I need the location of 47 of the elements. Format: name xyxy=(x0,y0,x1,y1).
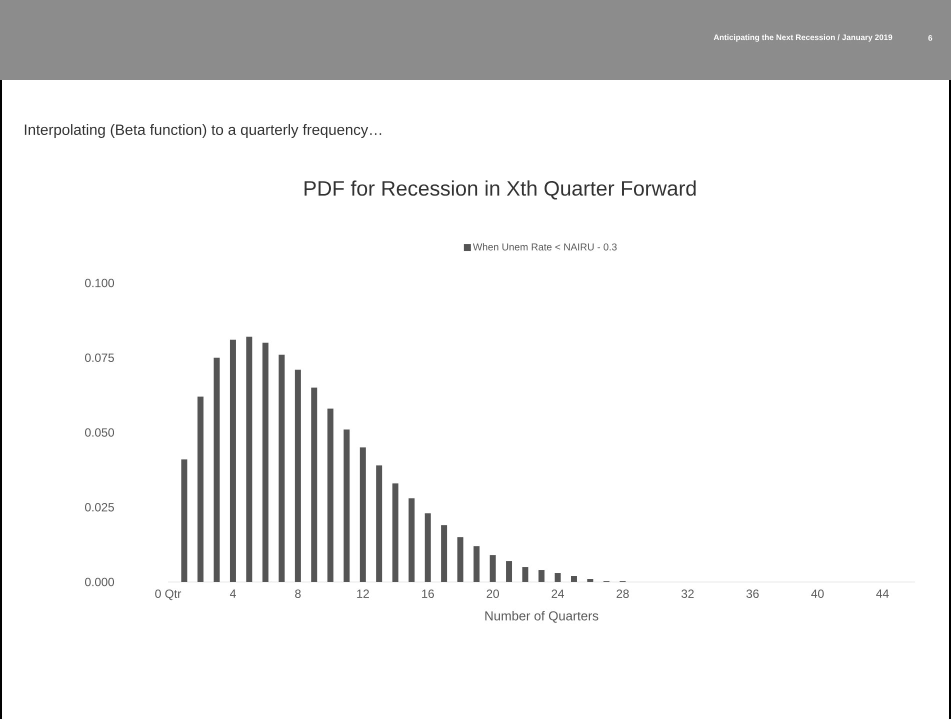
bar xyxy=(457,537,464,582)
y-tick-label: 0.075 xyxy=(85,354,114,362)
x-tick-label: 36 xyxy=(746,590,759,598)
bar xyxy=(294,370,301,582)
x-tick-label: 8 xyxy=(295,590,301,598)
bar xyxy=(311,388,318,582)
x-tick-label: 28 xyxy=(616,590,629,598)
bar xyxy=(230,340,236,582)
bar xyxy=(278,354,285,582)
bar xyxy=(441,525,448,582)
x-tick-label: 44 xyxy=(876,590,889,598)
bar xyxy=(392,483,398,582)
bar xyxy=(424,513,431,582)
bar xyxy=(408,498,415,582)
x-tick-label: 16 xyxy=(422,590,434,598)
bar xyxy=(474,546,480,582)
x-tick-label: 12 xyxy=(357,590,369,598)
bar xyxy=(360,447,366,582)
y-tick-label: 0.100 xyxy=(85,278,114,288)
bar xyxy=(376,465,382,582)
chart-title: PDF for Recession in Xth Quarter Forward xyxy=(304,180,696,200)
bar xyxy=(246,336,252,582)
bar xyxy=(490,555,496,582)
bar xyxy=(587,578,594,582)
bar xyxy=(262,342,268,582)
bar xyxy=(197,396,204,582)
bar xyxy=(570,576,577,582)
bar xyxy=(214,358,220,582)
x-tick-label: 0 Qtr xyxy=(155,590,182,600)
y-tick-label: 0.050 xyxy=(85,428,114,437)
x-axis-title: Number of Quarters xyxy=(485,610,598,623)
x-tick-label: 24 xyxy=(552,590,564,598)
bar xyxy=(327,408,334,582)
bar xyxy=(344,429,350,582)
x-tick-label: 32 xyxy=(681,590,694,598)
bar xyxy=(181,459,188,582)
legend-label: When Unem Rate < NAIRU - 0.3 xyxy=(472,243,617,250)
y-tick-label: 0.025 xyxy=(85,503,114,512)
bar xyxy=(554,573,561,582)
x-tick-label: 40 xyxy=(811,590,824,598)
x-tick-label: 20 xyxy=(486,590,499,598)
bar xyxy=(538,570,545,582)
bar xyxy=(522,567,528,582)
y-tick-label: 0.000 xyxy=(85,578,114,586)
chart-subtitle: Interpolating (Beta function) to a quarterly frequency… xyxy=(24,124,382,138)
x-tick-label: 4 xyxy=(230,590,236,598)
bar xyxy=(506,561,512,582)
